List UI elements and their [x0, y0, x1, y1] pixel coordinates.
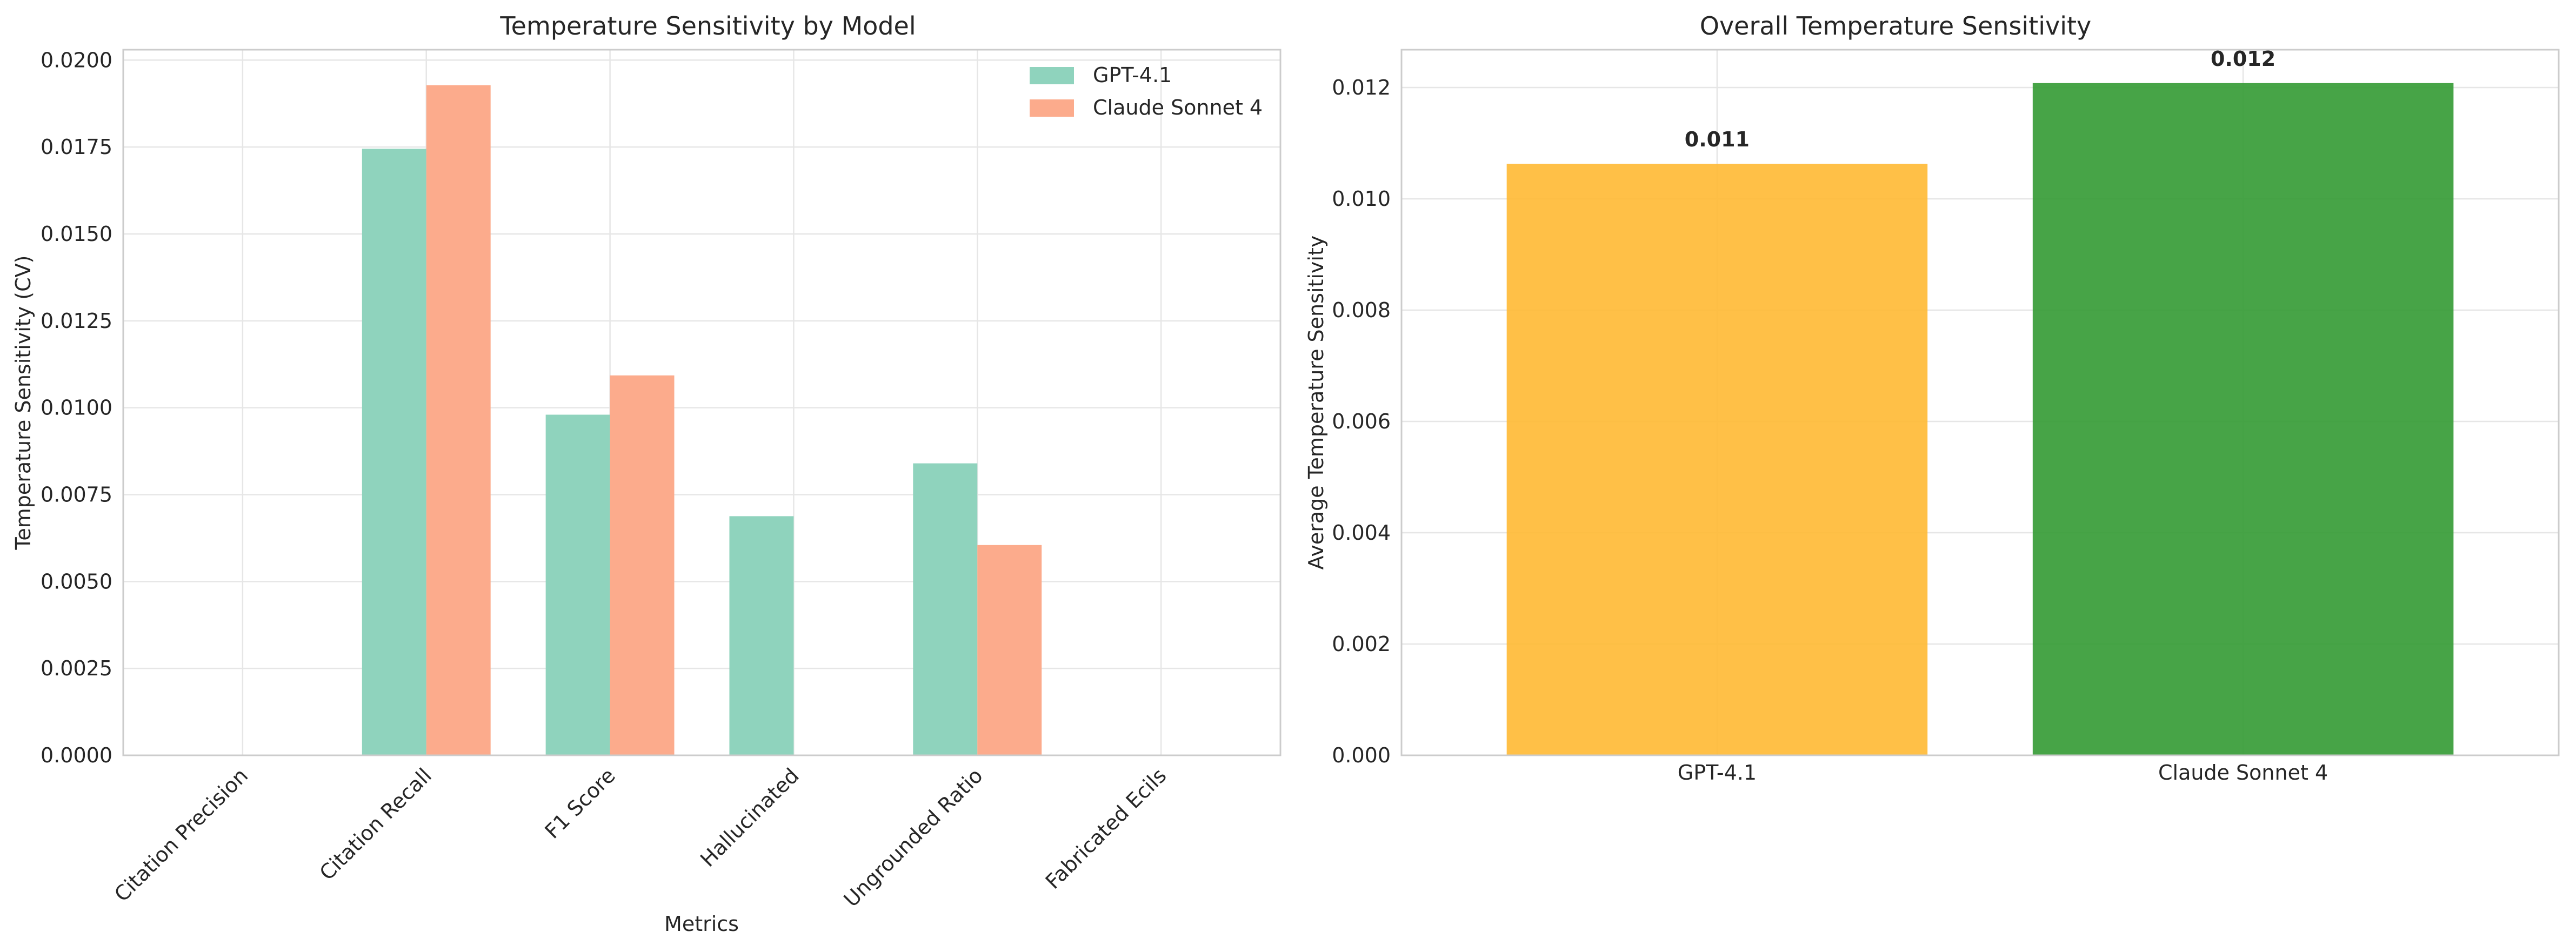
left-bar-series-0 — [729, 516, 794, 755]
left-y-tick-label: 0.0075 — [41, 482, 112, 506]
left-legend: GPT-4.1 Claude Sonnet 4 — [1030, 63, 1263, 119]
left-y-tick-label: 0.0050 — [41, 569, 112, 593]
right-y-tick-label: 0.004 — [1332, 521, 1391, 545]
left-bar-series-1 — [426, 85, 491, 755]
left-plot-frame — [122, 49, 1282, 756]
left-x-tick-label: Fabricated Ecils — [1041, 763, 1171, 894]
left-bar-series-1 — [977, 545, 1042, 755]
right-bar — [2032, 83, 2454, 756]
left-bar-series-0 — [362, 149, 426, 755]
left-y-tick-label: 0.0025 — [41, 656, 112, 680]
left-y-tick-label: 0.0125 — [41, 309, 112, 333]
left-y-tick-label: 0.0100 — [41, 396, 112, 420]
chart-left: Temperature Sensitivity by Model 0.0000 0… — [11, 11, 1282, 936]
left-y-tick-label: 0.0200 — [41, 48, 112, 72]
right-chart-title: Overall Temperature Sensitivity — [1700, 11, 2092, 41]
right-bar-value-label: 0.011 — [1685, 128, 1750, 151]
left-bar-series-0 — [545, 414, 610, 755]
right-y-tick-label: 0.002 — [1332, 632, 1391, 656]
left-x-tick-label: F1 Score — [540, 763, 619, 843]
left-y-axis-label: Temperature Sensitivity (CV) — [11, 256, 35, 551]
right-y-axis-label: Average Temperature Sensitivity — [1304, 236, 1328, 570]
right-x-tick-label: GPT-4.1 — [1678, 761, 1757, 785]
right-bar — [1506, 164, 1928, 755]
legend-swatch-series-0 — [1030, 67, 1074, 84]
left-y-tick-label: 0.0150 — [41, 222, 112, 246]
right-x-tick-label: Claude Sonnet 4 — [2158, 761, 2328, 785]
right-y-tick-label: 0.010 — [1332, 187, 1391, 211]
right-y-tick-label: 0.012 — [1332, 76, 1391, 99]
left-chart-title: Temperature Sensitivity by Model — [499, 11, 916, 41]
right-bar-value-label: 0.012 — [2211, 47, 2275, 71]
right-y-tick-label: 0.006 — [1332, 410, 1391, 433]
legend-label-series-0: GPT-4.1 — [1093, 63, 1172, 87]
left-x-axis-label: Metrics — [664, 912, 739, 936]
right-y-tick-label: 0.000 — [1332, 743, 1391, 767]
left-x-tick-label: Citation Precision — [110, 763, 252, 906]
left-x-tick-label: Citation Recall — [315, 763, 437, 885]
legend-label-series-1: Claude Sonnet 4 — [1093, 96, 1263, 119]
left-x-tick-label: Ungrounded Ratio — [839, 763, 987, 911]
left-y-tick-label: 0.0175 — [41, 135, 112, 159]
left-bar-series-0 — [913, 463, 978, 755]
left-y-tick-label: 0.0000 — [41, 743, 112, 767]
chart-right: Overall Temperature Sensitivity 0.011 0.0… — [1304, 11, 2560, 785]
right-plot-frame — [1400, 49, 2560, 756]
left-x-tick-label: Hallucinated — [696, 763, 804, 871]
left-bar-series-1 — [610, 375, 675, 755]
right-y-tick-label: 0.008 — [1332, 298, 1391, 322]
legend-swatch-series-1 — [1030, 99, 1074, 117]
